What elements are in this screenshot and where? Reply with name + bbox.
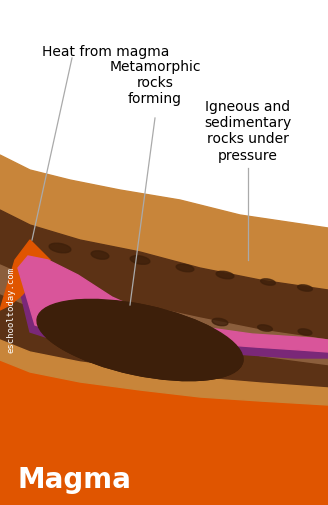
Text: Igneous and
sedimentary
rocks under
pressure: Igneous and sedimentary rocks under pres… <box>204 100 292 163</box>
Ellipse shape <box>212 318 228 326</box>
Text: eschooltoday.com: eschooltoday.com <box>7 267 15 353</box>
Polygon shape <box>0 210 328 340</box>
Ellipse shape <box>121 306 139 314</box>
Polygon shape <box>0 265 328 366</box>
Polygon shape <box>0 290 328 505</box>
Polygon shape <box>18 256 328 352</box>
Polygon shape <box>0 155 328 258</box>
Ellipse shape <box>72 300 88 308</box>
Ellipse shape <box>167 314 183 322</box>
Ellipse shape <box>37 299 243 381</box>
Ellipse shape <box>216 271 234 279</box>
Ellipse shape <box>130 256 150 264</box>
Ellipse shape <box>257 325 273 331</box>
Ellipse shape <box>91 251 109 259</box>
Text: Metamorphic
rocks
forming: Metamorphic rocks forming <box>109 60 201 107</box>
Polygon shape <box>0 180 328 290</box>
Ellipse shape <box>49 243 71 253</box>
Ellipse shape <box>176 264 194 272</box>
Ellipse shape <box>297 285 312 291</box>
Ellipse shape <box>298 329 312 335</box>
Ellipse shape <box>37 299 243 381</box>
Polygon shape <box>0 295 328 388</box>
Polygon shape <box>0 340 328 405</box>
Polygon shape <box>15 258 328 358</box>
Ellipse shape <box>260 279 276 285</box>
Polygon shape <box>0 240 50 310</box>
Text: Heat from magma: Heat from magma <box>42 45 169 59</box>
Text: Magma: Magma <box>18 466 132 494</box>
